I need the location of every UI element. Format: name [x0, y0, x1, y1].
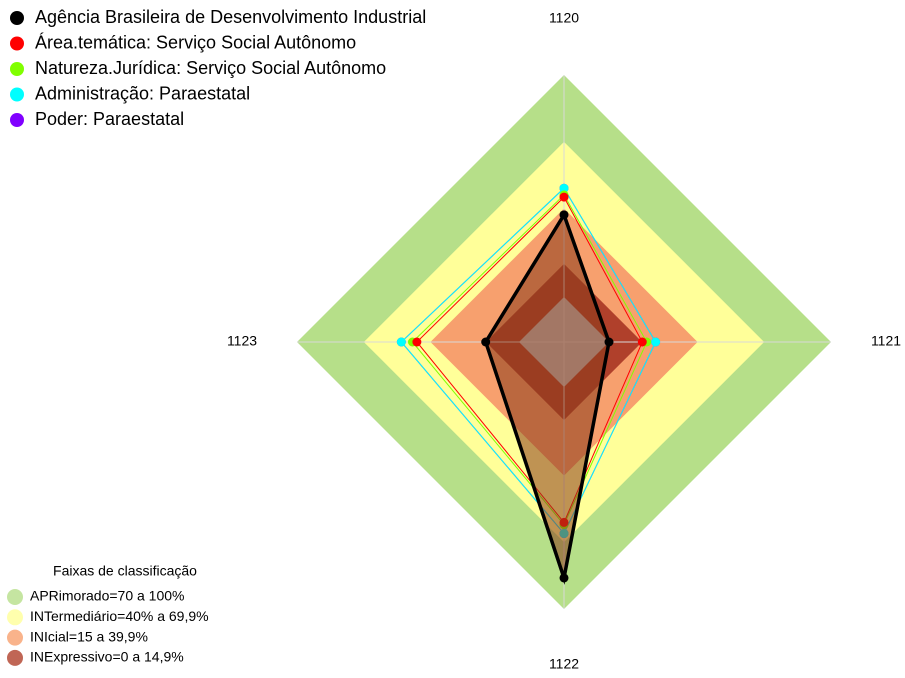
series-point [481, 337, 491, 347]
legend-marker [10, 11, 24, 25]
series-point [559, 192, 569, 202]
axis-label: 1120 [549, 10, 579, 26]
band-legend-marker [7, 609, 23, 626]
band-legend-marker [7, 589, 23, 605]
legend-marker [10, 36, 24, 51]
bands-legend-title: Faixas de classificação [53, 563, 197, 579]
series-point [559, 183, 569, 193]
legend-label: Administração: Paraestatal [35, 83, 250, 103]
legend-marker [10, 113, 24, 127]
axis-label: 1122 [549, 656, 579, 672]
legend-label: Agência Brasileira de Desenvolvimento In… [35, 7, 426, 27]
band-legend-label: INIcial=15 a 39,9% [30, 628, 148, 644]
series-point [637, 337, 647, 347]
legend-label: Área.temática: Serviço Social Autônomo [35, 32, 356, 52]
legend-label: Poder: Paraestatal [35, 109, 184, 129]
legend-marker [10, 62, 24, 76]
band-legend-label: INExpressivo=0 a 14,9% [30, 649, 184, 665]
legend-marker [10, 87, 24, 102]
series-point [604, 337, 614, 347]
legend-label: Natureza.Jurídica: Serviço Social Autôno… [35, 58, 386, 78]
series-point [412, 337, 422, 347]
series-point [651, 337, 661, 347]
series-point [559, 573, 569, 583]
band-legend-marker [7, 649, 23, 666]
band-legend-marker [7, 629, 23, 646]
axis-label: 1123 [227, 333, 257, 349]
band-legend-label: INTermediário=40% a 69,9% [30, 608, 209, 624]
axis-label: 1121 [871, 333, 901, 349]
series-point [559, 210, 569, 220]
series-point [396, 337, 406, 347]
band-legend-label: APRimorado=70 a 100% [30, 588, 185, 604]
